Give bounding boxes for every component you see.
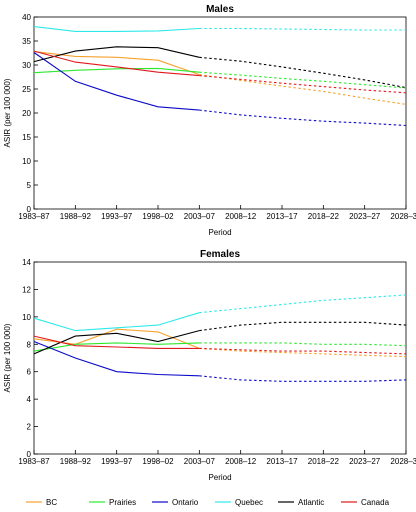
females-x-axis-label: Period	[208, 473, 231, 482]
females-x-tick-label: 1988–92	[60, 457, 92, 466]
females-y-tick-label: 4	[27, 395, 32, 404]
males-series-lines	[33, 26, 407, 127]
legend-item-quebec: Quebec	[215, 498, 263, 507]
males-x-ticks: 1983–87 1988–92 1993–97 1998–02 2003–07 2008–…	[18, 205, 416, 221]
males-prairies-projected-line	[199, 71, 407, 89]
males-y-tick-label: 5	[27, 181, 32, 190]
legend-label: BC	[46, 498, 57, 507]
males-title: Males	[206, 4, 234, 15]
males-y-tick-label: 15	[22, 133, 31, 142]
males-y-tick-label: 30	[22, 61, 31, 70]
females-x-tick-label: 1993–97	[101, 457, 133, 466]
females-plot-frame	[33, 261, 407, 455]
females-y-tick-label: 8	[27, 340, 32, 349]
males-bc-projected-line	[199, 74, 407, 105]
males-y-tick-label: 0	[27, 205, 32, 214]
legend-label: Canada	[361, 498, 390, 507]
males-canada-projected-line	[199, 75, 407, 94]
males-x-tick-label: 2008–12	[225, 212, 257, 221]
females-x-tick-label: 2008–12	[225, 457, 257, 466]
legend-item-prairies: Prairies	[89, 498, 136, 507]
males-y-tick-label: 20	[22, 109, 31, 118]
legend-item-bc: BC	[26, 498, 57, 507]
males-ontario-observed-line	[33, 52, 200, 111]
males-y-tick-label: 40	[22, 13, 31, 22]
males-y-axis-label: ASIR (per 100 000)	[3, 78, 12, 147]
females-panel: Females 0 2 4 6 8 10 12 14 1983–87 1988–92 1993–9…	[3, 249, 416, 482]
legend-item-atlantic: Atlantic	[278, 498, 324, 507]
males-x-tick-label: 1988–92	[60, 212, 92, 221]
females-prairies-projected-line	[199, 342, 407, 347]
females-quebec-projected-line	[199, 294, 407, 314]
females-x-tick-label: 2003–07	[184, 457, 216, 466]
males-quebec-observed-line	[33, 26, 200, 32]
females-x-ticks: 1983–87 1988–92 1993–97 1998–02 2003–07 2008–…	[18, 450, 416, 466]
females-prairies-observed-line	[33, 342, 200, 352]
females-y-axis-label: ASIR (per 100 000)	[3, 323, 12, 392]
females-x-tick-label: 2028–32	[390, 457, 416, 466]
females-bc-observed-line	[33, 328, 200, 349]
females-quebec-observed-line	[33, 312, 200, 332]
males-canada-observed-line	[33, 50, 200, 77]
females-ontario-observed-line	[33, 340, 200, 377]
females-title: Females	[200, 249, 240, 260]
males-y-tick-label: 35	[22, 37, 31, 46]
females-y-tick-label: 12	[22, 285, 31, 294]
females-ontario-projected-line	[199, 375, 407, 382]
males-x-tick-label: 2023–27	[349, 212, 381, 221]
females-atlantic-projected-line	[199, 321, 407, 332]
females-x-tick-label: 1998–02	[142, 457, 174, 466]
females-y-tick-label: 10	[22, 313, 31, 322]
males-x-tick-label: 2013–17	[266, 212, 298, 221]
males-prairies-observed-line	[33, 67, 200, 74]
males-y-tick-label: 25	[22, 85, 31, 94]
males-x-tick-label: 2003–07	[184, 212, 216, 221]
females-y-tick-label: 0	[27, 450, 32, 459]
females-x-tick-label: 2013–17	[266, 457, 298, 466]
males-y-ticks: 0 5 10 15 20 25 30 35 40	[22, 13, 38, 214]
legend-item-ontario: Ontario	[152, 498, 199, 507]
legend-label: Prairies	[109, 498, 136, 507]
females-x-tick-label: 2023–27	[349, 457, 381, 466]
legend-label: Quebec	[235, 498, 263, 507]
males-ontario-projected-line	[199, 109, 407, 127]
males-x-tick-label: 1998–02	[142, 212, 174, 221]
females-series-lines	[33, 294, 407, 382]
females-y-ticks: 0 2 4 6 8 10 12 14	[22, 258, 38, 459]
males-atlantic-observed-line	[33, 46, 200, 63]
legend-item-canada: Canada	[341, 498, 390, 507]
females-x-tick-label: 1983–87	[18, 457, 50, 466]
males-x-tick-label: 1993–97	[101, 212, 133, 221]
females-y-tick-label: 6	[27, 368, 32, 377]
females-y-tick-label: 2	[27, 423, 32, 432]
males-x-axis-label: Period	[208, 228, 231, 237]
legend: BC Prairies Ontario Quebec Atlantic Canada	[26, 498, 390, 507]
females-y-tick-label: 14	[22, 258, 31, 267]
females-x-tick-label: 2018–22	[308, 457, 340, 466]
males-x-tick-label: 1983–87	[18, 212, 50, 221]
females-bc-projected-line	[199, 347, 407, 358]
males-x-tick-label: 2028–32	[390, 212, 416, 221]
males-atlantic-projected-line	[199, 56, 407, 89]
males-y-tick-label: 10	[22, 157, 31, 166]
females-canada-projected-line	[199, 347, 407, 355]
males-x-tick-label: 2018–22	[308, 212, 340, 221]
legend-label: Atlantic	[298, 498, 324, 507]
legend-label: Ontario	[172, 498, 199, 507]
females-canada-observed-line	[33, 335, 200, 349]
males-panel: Males 0 5 10 15 20 25 30 35 40 1983–87 1988–92 199…	[3, 4, 416, 237]
males-quebec-projected-line	[199, 27, 406, 31]
